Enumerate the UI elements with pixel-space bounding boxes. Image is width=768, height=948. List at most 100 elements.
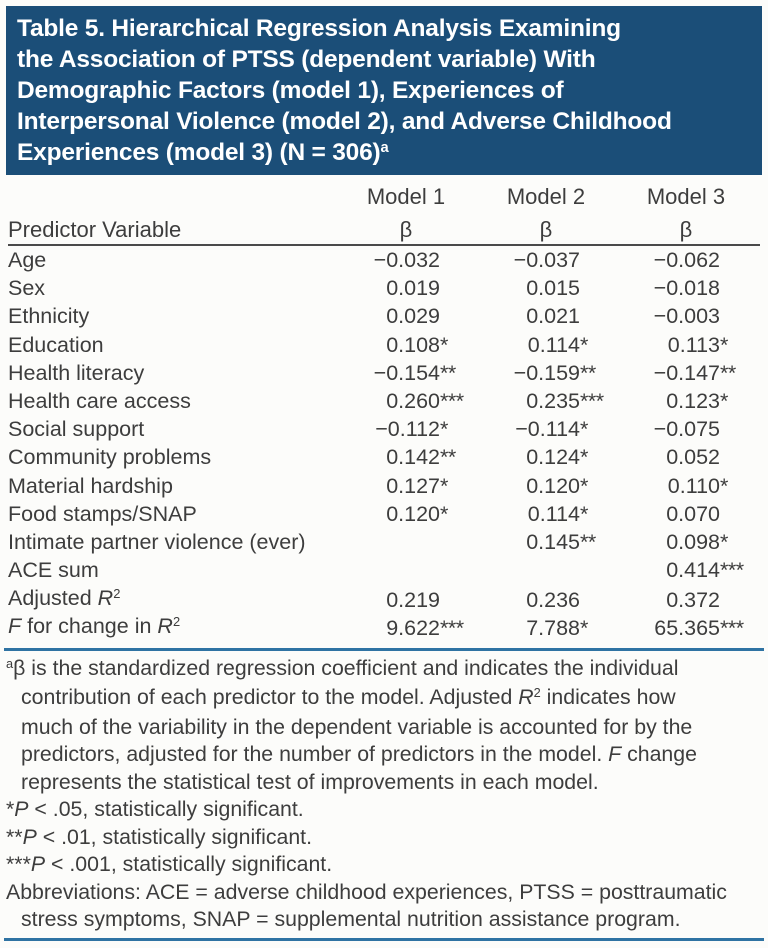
model-header-2: Model 2: [506, 184, 586, 209]
predictor-cell: Health literacy: [8, 359, 330, 387]
beta-value: 0.015: [526, 276, 580, 301]
value-cell-model2: 0.114*: [470, 500, 610, 528]
value-cell-model1: 0.260***: [330, 387, 470, 415]
table-row: Material hardship 0.127* 0.120* 0.110*: [8, 472, 760, 500]
predictor-cell: Community problems: [8, 443, 330, 471]
significance-stars: *: [720, 332, 728, 357]
significance-stars: ***: [720, 558, 744, 583]
model-header-1: Model 1: [366, 184, 446, 209]
beta-value: −0.018: [653, 276, 720, 301]
value-cell-model2: 0.236: [470, 586, 610, 614]
predictor-label-segment: for change in: [21, 614, 158, 639]
beta-value: 0.414: [666, 558, 720, 583]
value-cell-model2: 7.788*: [470, 614, 610, 642]
beta-value: −0.147: [653, 360, 720, 385]
beta-value: −0.112: [375, 417, 440, 442]
beta-value: 0.142: [386, 445, 440, 470]
footnote-text-segment: P: [14, 797, 29, 822]
title-line: Experiences (model 3) (N = 306)a: [17, 137, 750, 172]
predictor-cell: Education: [8, 331, 330, 359]
predictor-label-segment: Health care access: [8, 388, 191, 413]
predictor-label-segment: Intimate partner violence (ever): [8, 529, 306, 554]
value-cell-model2: 0.145**: [470, 528, 610, 556]
predictor-label-segment: Age: [8, 248, 47, 272]
value-cell-model3: −0.018: [610, 274, 750, 302]
table-row: Health literacy −0.154** −0.159** −0.147**: [8, 359, 760, 387]
beta-value: 0.110: [667, 473, 720, 498]
value-cell-model1: 0.127*: [330, 472, 470, 500]
significance-stars: *: [580, 501, 588, 526]
significance-stars: *: [440, 417, 448, 442]
predictor-cell: Ethnicity: [8, 302, 330, 330]
footnote-line: represents the statistical test of impro…: [6, 769, 760, 797]
footnote-text-segment: much of the variability in the dependent…: [21, 714, 693, 739]
beta-value: 0.127: [386, 473, 440, 498]
significance-stars: **: [440, 360, 456, 385]
value-cell-model3: 0.098*: [610, 528, 750, 556]
footnote-text-segment: F: [608, 742, 622, 767]
predictor-cell: F for change in R2: [8, 612, 330, 643]
significance-stars: *: [440, 473, 448, 498]
beta-value: 0.123: [666, 388, 720, 413]
value-cell-model2: −0.037: [470, 246, 610, 274]
predictor-label-segment: Adjusted: [8, 586, 98, 611]
table-row: Ethnicity 0.029 0.021 −0.003: [8, 302, 760, 330]
predictor-label-segment: Food stamps/SNAP: [8, 501, 197, 526]
predictor-label-segment: Social support: [8, 417, 145, 442]
model-header-row: Model 1 Model 2 Model 3: [8, 181, 760, 211]
beta-value: 0.372: [666, 587, 720, 612]
title-text-segment: Demographic Factors (model 1), Experienc…: [17, 77, 564, 104]
predictor-label-segment: R: [157, 614, 173, 639]
footnote-text-segment: < .001, statistically significant.: [45, 852, 333, 877]
table-title: Table 5. Hierarchical Regression Analysi…: [6, 6, 762, 175]
beta-value: 0.260: [386, 388, 440, 413]
beta-value: −0.114: [515, 417, 580, 442]
significance-stars: *: [720, 473, 728, 498]
significance-stars: *: [580, 445, 588, 470]
significance-stars: *: [580, 615, 588, 640]
predictor-label-segment: ACE sum: [8, 558, 99, 583]
value-cell-model2: 0.235***: [470, 387, 610, 415]
predictor-label-segment: F: [8, 614, 22, 639]
beta-value: −0.032: [373, 248, 440, 272]
predictor-variable-header: Predictor Variable: [8, 217, 182, 242]
footnote-line: contribution of each predictor to the mo…: [6, 684, 760, 714]
value-cell-model2: 0.021: [470, 302, 610, 330]
value-cell-model3: 65.365***: [610, 614, 750, 642]
significance-stars: *: [580, 332, 588, 357]
footnote-line: aβ is the standardized regression coeffi…: [6, 655, 760, 685]
significance-stars: **: [440, 445, 456, 470]
value-cell-model2: 0.120*: [470, 472, 610, 500]
value-cell-model3: 0.372: [610, 586, 750, 614]
value-cell-model1: [330, 528, 470, 556]
value-cell-model3: −0.075: [610, 415, 750, 443]
beta-header-row: Predictor Variable β β β: [8, 211, 760, 246]
beta-value: −0.159: [513, 360, 580, 385]
footnote-text-segment: ***: [6, 852, 31, 877]
footnote-line: ***P < .001, statistically significant.: [6, 851, 760, 879]
beta-value: 0.070: [666, 501, 720, 526]
footnote-text-segment: P: [22, 824, 37, 849]
beta-value: 0.108: [386, 332, 440, 357]
value-cell-model3: 0.110*: [610, 472, 750, 500]
footnote-text-segment: represents the statistical test of impro…: [21, 769, 599, 794]
value-cell-model3: −0.147**: [610, 359, 750, 387]
footnote-text-segment: β is the standardized regression coeffic…: [13, 655, 679, 680]
beta-symbol-header-2: β: [539, 217, 553, 242]
beta-value: −0.003: [653, 304, 720, 329]
footnotes: aβ is the standardized regression coeffi…: [6, 655, 760, 934]
beta-value: 0.114: [527, 332, 580, 357]
beta-value: 65.365: [654, 615, 720, 640]
beta-value: −0.037: [513, 248, 580, 272]
value-cell-model3: −0.062: [610, 246, 750, 274]
predictor-label-segment: Education: [8, 332, 104, 357]
value-cell-model2: [470, 556, 610, 584]
footnote-text-segment: 2: [533, 685, 541, 701]
beta-value: 0.235: [526, 388, 580, 413]
significance-stars: *: [440, 332, 448, 357]
beta-value: −0.062: [653, 248, 720, 272]
table-row: Adjusted R2 0.219 0.236 0.372: [8, 584, 760, 612]
beta-value: 0.114: [527, 501, 580, 526]
title-text-segment: Interpersonal Violence (model 2), and Ad…: [17, 108, 672, 135]
title-line: the Association of PTSS (dependent varia…: [17, 44, 750, 75]
